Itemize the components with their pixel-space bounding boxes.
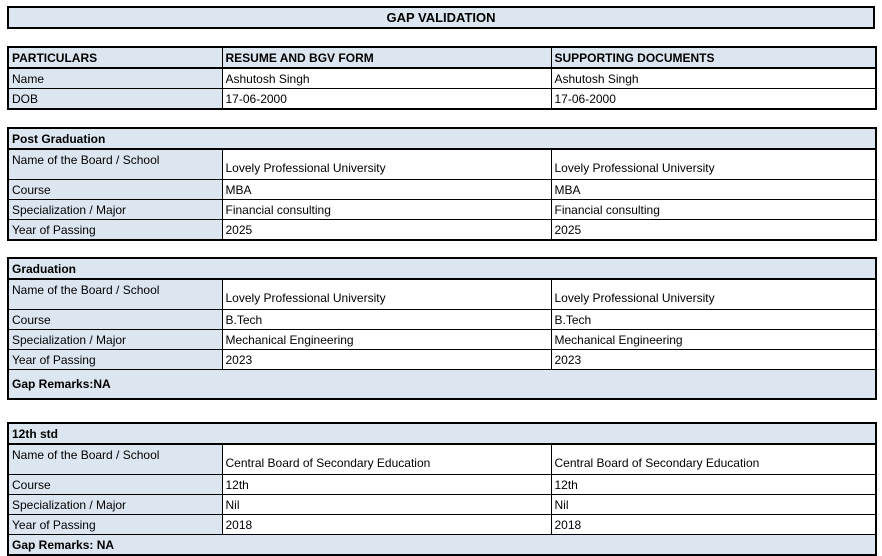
gap-validation-document: GAP VALIDATION PARTICULARS RESUME AND BG… — [6, 6, 878, 556]
particulars-table: PARTICULARS RESUME AND BGV FORM SUPPORTI… — [7, 46, 877, 110]
cell-course-supporting: MBA — [550, 179, 877, 200]
section-title-graduation: Graduation — [6, 257, 878, 280]
cell-board-supporting: Lovely Professional University — [550, 148, 877, 180]
graduation-table: Graduation Name of the Board / School Lo… — [6, 257, 878, 400]
table-row: DOB 17-06-2000 17-06-2000 — [7, 88, 877, 110]
cell-board-resume: Lovely Professional University — [221, 278, 552, 310]
cell-year-supporting: 2025 — [550, 219, 877, 241]
table-row: Year of Passing 2025 2025 — [7, 219, 877, 241]
cell-specialization-resume: Financial consulting — [221, 199, 552, 220]
post-graduation-table: Post Graduation Name of the Board / Scho… — [7, 127, 877, 241]
row-label-year: Year of Passing — [7, 219, 223, 241]
cell-specialization-resume: Mechanical Engineering — [221, 329, 552, 350]
spacer — [7, 400, 875, 422]
table-row: Name Ashutosh Singh Ashutosh Singh — [7, 67, 877, 89]
table-row: Specialization / Major Financial consult… — [7, 199, 877, 220]
cell-specialization-resume: Nil — [221, 494, 552, 515]
table-row: Course MBA MBA — [7, 179, 877, 200]
cell-year-supporting: 2023 — [550, 349, 878, 370]
row-label-dob: DOB — [7, 88, 223, 110]
column-header-supporting: SUPPORTING DOCUMENTS — [550, 46, 877, 69]
table-row: Name of the Board / School Central Board… — [7, 443, 878, 475]
cell-course-resume: B.Tech — [221, 309, 552, 330]
cell-board-supporting: Lovely Professional University — [550, 278, 878, 310]
row-label-name: Name — [7, 67, 223, 89]
table-row: Name of the Board / School Lovely Profes… — [7, 278, 878, 310]
row-label-course: Course — [7, 474, 223, 495]
row-label-board: Name of the Board / School — [7, 278, 223, 310]
cell-specialization-supporting: Mechanical Engineering — [550, 329, 878, 350]
cell-board-supporting: Central Board of Secondary Education — [550, 443, 878, 475]
cell-name-resume: Ashutosh Singh — [221, 67, 552, 89]
spacer — [7, 241, 875, 257]
twelfth-std-table: 12th std Name of the Board / School Cent… — [6, 422, 878, 556]
cell-board-resume: Lovely Professional University — [221, 148, 552, 180]
cell-year-resume: 2023 — [221, 349, 552, 370]
cell-dob-resume: 17-06-2000 — [221, 88, 552, 110]
table-row: Name of the Board / School Lovely Profes… — [7, 148, 877, 180]
table-row: Year of Passing 2023 2023 — [7, 349, 878, 370]
table-row: Course B.Tech B.Tech — [7, 309, 878, 330]
row-label-course: Course — [7, 309, 223, 330]
cell-year-supporting: 2018 — [550, 514, 878, 535]
cell-course-resume: MBA — [221, 179, 552, 200]
gap-remarks-twelfth-std: Gap Remarks: NA — [6, 534, 878, 556]
table-row: Specialization / Major Mechanical Engine… — [7, 329, 878, 350]
table-row: Course 12th 12th — [7, 474, 878, 495]
section-title-twelfth-std: 12th std — [6, 422, 878, 445]
spacer — [7, 110, 875, 127]
cell-year-resume: 2018 — [221, 514, 552, 535]
cell-course-resume: 12th — [221, 474, 552, 495]
row-label-year: Year of Passing — [7, 514, 223, 535]
table-row: Specialization / Major Nil Nil — [7, 494, 878, 515]
cell-course-supporting: 12th — [550, 474, 878, 495]
cell-board-resume: Central Board of Secondary Education — [221, 443, 552, 475]
column-header-resume: RESUME AND BGV FORM — [221, 46, 552, 69]
section-title-post-graduation: Post Graduation — [7, 127, 877, 150]
cell-specialization-supporting: Financial consulting — [550, 199, 877, 220]
cell-year-resume: 2025 — [221, 219, 552, 241]
cell-course-supporting: B.Tech — [550, 309, 878, 330]
row-label-board: Name of the Board / School — [7, 443, 223, 475]
row-label-specialization: Specialization / Major — [7, 199, 223, 220]
cell-dob-supporting: 17-06-2000 — [550, 88, 877, 110]
row-label-year: Year of Passing — [7, 349, 223, 370]
table-row: Year of Passing 2018 2018 — [7, 514, 878, 535]
document-title: GAP VALIDATION — [7, 6, 875, 29]
row-label-specialization: Specialization / Major — [7, 494, 223, 515]
gap-remarks-graduation: Gap Remarks:NA — [6, 369, 878, 400]
column-header-particulars: PARTICULARS — [7, 46, 223, 69]
cell-specialization-supporting: Nil — [550, 494, 878, 515]
row-label-specialization: Specialization / Major — [7, 329, 223, 350]
row-label-course: Course — [7, 179, 223, 200]
row-label-board: Name of the Board / School — [7, 148, 223, 180]
cell-name-supporting: Ashutosh Singh — [550, 67, 877, 89]
